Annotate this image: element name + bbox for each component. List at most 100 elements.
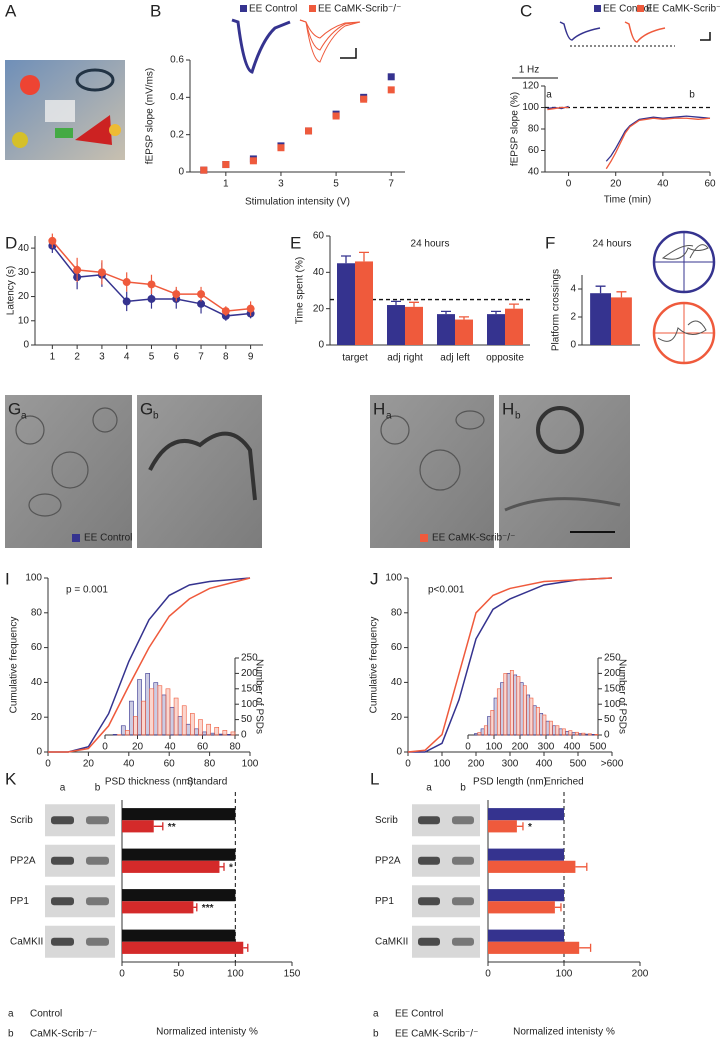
histogram-bar bbox=[202, 731, 207, 736]
legend-label: CaMK-Scrib⁻/⁻ bbox=[30, 1029, 97, 1040]
category-label: Scrib bbox=[10, 815, 33, 826]
blot-band bbox=[418, 937, 440, 946]
histogram-bar bbox=[571, 732, 576, 736]
panel-label: C bbox=[520, 1, 532, 20]
error-bar bbox=[616, 291, 627, 298]
histogram-bar bbox=[526, 694, 531, 736]
error-bar bbox=[579, 943, 592, 952]
bar bbox=[355, 261, 373, 345]
x-axis-label: Stimulation intensity (V) bbox=[245, 197, 350, 208]
y-tick-label: 100 bbox=[604, 699, 621, 710]
x-tick-label: 60 bbox=[197, 742, 209, 753]
histogram-bar bbox=[542, 714, 547, 736]
x-tick-label: 500 bbox=[570, 759, 587, 770]
panel-label: I bbox=[5, 569, 10, 588]
histogram-bar bbox=[509, 670, 514, 736]
y-tick-label: 0 bbox=[396, 747, 402, 758]
error-bar bbox=[219, 862, 225, 871]
x-tick-label: 8 bbox=[223, 352, 229, 363]
photo bbox=[5, 60, 125, 160]
y-tick-label: 80 bbox=[31, 607, 43, 618]
x-tick-label: 100 bbox=[242, 759, 259, 770]
histogram-bar bbox=[584, 733, 589, 736]
error-bar bbox=[595, 285, 606, 294]
histogram-bar bbox=[548, 720, 553, 736]
legend-swatch bbox=[594, 5, 601, 12]
legend-key: b bbox=[8, 1029, 14, 1040]
y-tick-label: 0.2 bbox=[170, 129, 184, 140]
y-tick-label: 30 bbox=[18, 267, 30, 278]
point bbox=[332, 112, 340, 120]
x-tick-label: 0 bbox=[102, 742, 108, 753]
legend-swatch bbox=[240, 5, 247, 12]
histogram-bar bbox=[555, 725, 560, 736]
histogram-bar bbox=[145, 673, 150, 736]
blot-band bbox=[51, 937, 74, 946]
point bbox=[249, 157, 257, 165]
histogram-bar bbox=[165, 688, 171, 736]
maze-icon bbox=[652, 230, 716, 365]
x-axis-label: Normalized intenisty % bbox=[156, 1027, 258, 1038]
histogram-bar bbox=[539, 713, 544, 736]
x-tick-label: 20 bbox=[132, 742, 144, 753]
y-tick-label: 20 bbox=[31, 712, 43, 723]
point bbox=[122, 278, 131, 287]
x-tick-label: 2 bbox=[74, 352, 80, 363]
bar bbox=[122, 889, 236, 902]
x-tick-label: 40 bbox=[123, 759, 135, 770]
histogram-bar bbox=[153, 682, 159, 736]
series-line bbox=[407, 577, 613, 753]
error-bar bbox=[491, 310, 501, 315]
y-tick-label: 20 bbox=[313, 303, 325, 314]
histogram-bar bbox=[177, 716, 183, 736]
x-tick-label: 3 bbox=[278, 179, 284, 190]
y-axis-label: Platform crossings bbox=[551, 269, 562, 351]
x-tick-label: 80 bbox=[229, 742, 241, 753]
panel-label: D bbox=[5, 233, 17, 252]
histogram-bar bbox=[161, 694, 167, 736]
panel-sublabel: b bbox=[153, 411, 159, 422]
point bbox=[197, 299, 206, 308]
histogram-bar bbox=[477, 732, 482, 736]
histogram-bar bbox=[141, 700, 146, 736]
panel-sublabel: a bbox=[21, 411, 27, 422]
point bbox=[73, 265, 82, 274]
error-bar bbox=[359, 251, 369, 262]
histogram-bar bbox=[185, 723, 191, 736]
blot-band bbox=[418, 816, 440, 825]
point bbox=[122, 297, 131, 306]
y-tick-label: 60 bbox=[528, 145, 540, 156]
x-tick-label: target bbox=[342, 353, 368, 364]
y-tick-label: 100 bbox=[241, 699, 258, 710]
annotation: p = 0.001 bbox=[66, 585, 108, 596]
y-tick-label: 0 bbox=[241, 730, 247, 741]
histogram-bar bbox=[173, 697, 179, 736]
blot-band bbox=[86, 816, 109, 825]
y-axis-label: fEPSP slope (%) bbox=[510, 92, 521, 166]
panel-label: G bbox=[8, 399, 21, 418]
histogram-bar bbox=[190, 713, 195, 736]
error-bar bbox=[459, 316, 469, 320]
y-axis-label: Number of PSDs bbox=[616, 659, 627, 734]
annotation: b bbox=[689, 90, 695, 101]
trace-inset bbox=[512, 21, 711, 79]
chart-title: Enriched bbox=[544, 777, 583, 788]
x-tick-label: 6 bbox=[173, 352, 179, 363]
histogram-bar bbox=[181, 705, 187, 736]
histogram-bar bbox=[532, 705, 537, 736]
histogram-bar bbox=[149, 688, 155, 736]
y-tick-label: 40 bbox=[528, 167, 540, 178]
bar bbox=[488, 860, 576, 873]
x-tick-label: 1 bbox=[50, 352, 56, 363]
image-caption: EE CaMK-Scrib⁻/⁻ bbox=[432, 533, 515, 544]
x-axis-label: Normalized intenisty % bbox=[513, 1027, 615, 1038]
y-axis-label: fEPSP slope (mV/ms) bbox=[145, 68, 156, 165]
bar bbox=[488, 848, 564, 861]
panel-label: B bbox=[150, 1, 161, 20]
bar bbox=[488, 929, 564, 942]
point bbox=[221, 307, 230, 316]
point bbox=[222, 161, 230, 169]
y-tick-label: 150 bbox=[241, 683, 258, 694]
histogram-bar bbox=[120, 725, 126, 736]
